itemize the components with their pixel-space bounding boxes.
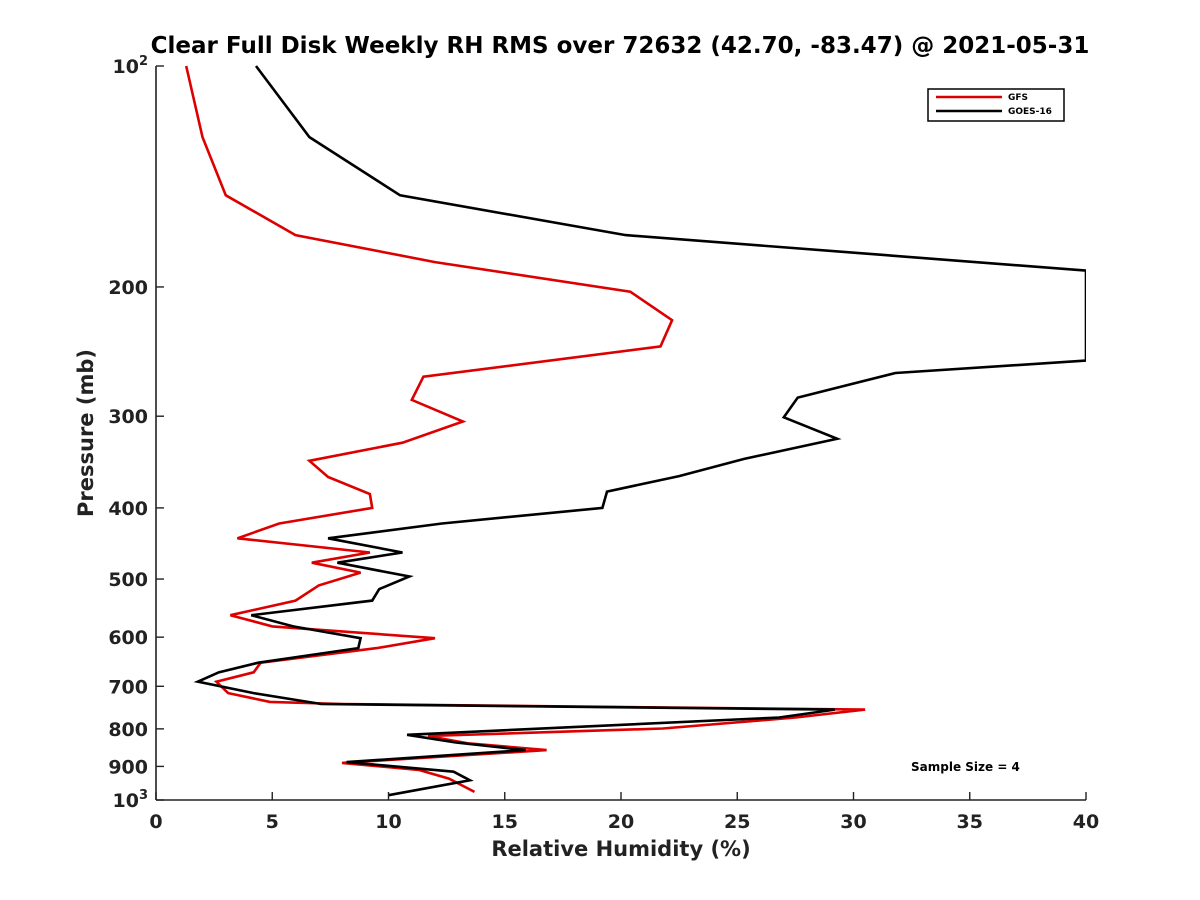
x-tick-label: 15 [492,811,518,833]
axes-layer [155,66,1086,801]
x-tick-label: 0 [149,811,162,833]
series-line-gfs [184,65,866,794]
y-ticks: 102 200 300 400 500 600 700 800 900 103 [108,54,164,812]
y-tick-label: 300 [108,406,148,428]
y-tick-label: 400 [108,498,148,520]
y-tick-label: 600 [108,627,148,649]
series-layer [184,65,1086,797]
x-tick-label: 40 [1073,811,1099,833]
y-axis-label: Pressure (mb) [74,349,98,517]
x-axis-label: Relative Humidity (%) [491,837,750,861]
x-tick-label: 35 [957,811,983,833]
series-line-goes-16 [193,65,1086,797]
y-tick-label: 700 [108,676,148,698]
plot-area: 0 5 10 15 20 25 30 35 40 102 200 300 400 500 600 700 80… [108,54,1099,833]
y-tick-label: 102 [113,54,149,78]
legend-label-goes-16: GOES-16 [1008,107,1052,117]
x-ticks: 0 5 10 15 20 25 30 35 40 [149,792,1099,833]
legend: GFS GOES-16 [927,88,1065,122]
y-tick-label: 800 [108,719,148,741]
x-tick-label: 30 [840,811,866,833]
y-tick-label: 103 [113,788,149,812]
x-tick-label: 20 [608,811,634,833]
chart-title: Clear Full Disk Weekly RH RMS over 72632… [151,33,1090,59]
x-tick-label: 10 [375,811,401,833]
x-tick-label: 5 [266,811,279,833]
sample-size-annotation: Sample Size = 4 [911,760,1020,774]
y-tick-label: 900 [108,756,148,778]
y-tick-label: 200 [108,277,148,299]
x-tick-label: 25 [724,811,750,833]
y-tick-label: 500 [108,569,148,591]
legend-label-gfs: GFS [1008,93,1028,103]
legend-box [927,88,1065,122]
